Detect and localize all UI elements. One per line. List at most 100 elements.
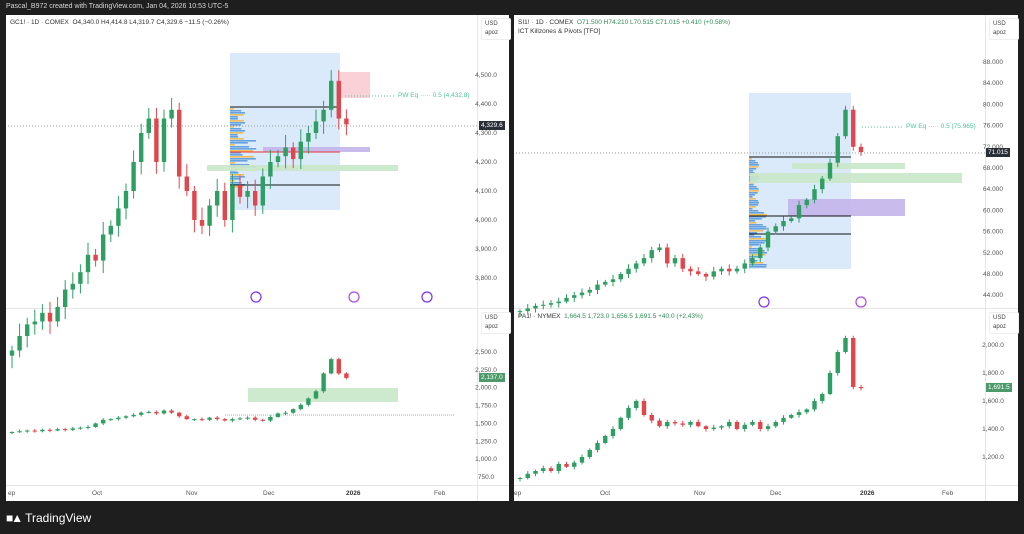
pane-divider[interactable]: [514, 308, 1018, 309]
candle-body: [93, 254, 98, 261]
ohlc-values: O71.500 H74.210 L70.515 C71.015 +0.410 (…: [576, 19, 731, 26]
volume-profile-bar: [749, 226, 767, 228]
volume-profile-bar: [230, 178, 241, 180]
price-tick-label: 80.000: [983, 101, 1003, 108]
candle-body: [260, 176, 265, 206]
currency-button[interactable]: USD apoz: [989, 312, 1019, 334]
candle-body: [727, 268, 732, 272]
symbol-label[interactable]: SI1! · 1D · COMEX: [518, 19, 574, 26]
candle-body: [215, 417, 220, 420]
currency-button[interactable]: USD apoz: [481, 18, 511, 40]
candle-body: [245, 417, 250, 419]
candle-body: [291, 409, 296, 413]
symbol-label[interactable]: PA1! · NYMEX: [518, 313, 561, 320]
candle-body: [665, 247, 670, 264]
candle-body: [146, 411, 151, 413]
volume-profile-bar: [749, 212, 765, 214]
candle-body: [672, 258, 678, 264]
candle-body: [313, 391, 319, 399]
price-tick-label: 1,800.0: [982, 370, 1004, 377]
candle-body: [533, 305, 538, 309]
candle-body: [161, 410, 167, 414]
volume-profile-bar: [230, 152, 241, 154]
volume-profile-bar: [230, 156, 254, 158]
candle-body: [177, 412, 182, 417]
time-axis-divider: [6, 485, 509, 486]
currency-button[interactable]: USD apoz: [481, 312, 511, 334]
tradingview-logo-icon: ■▲: [6, 511, 23, 525]
volume-profile-bar: [230, 158, 256, 160]
volume-profile-bar: [230, 176, 245, 178]
time-axis-label: Oct: [600, 490, 611, 497]
candle-body: [40, 429, 45, 432]
volume-profile-bar: [749, 168, 757, 170]
indicator-label[interactable]: ICT Killzones & Pivots [TFO]: [518, 28, 601, 35]
time-axis-label: Nov: [694, 490, 706, 497]
candle-body: [548, 468, 554, 471]
volume-profile-bar: [749, 224, 763, 226]
volume-profile-bar: [749, 216, 767, 218]
candle-body: [291, 147, 296, 160]
pane-divider[interactable]: [6, 308, 509, 309]
candle-body: [237, 418, 243, 420]
tradingview-logo[interactable]: ■▲ TradingView: [6, 511, 91, 525]
volume-profile-bar: [230, 118, 238, 120]
volume-profile-bar: [749, 208, 753, 210]
price-tick-label: 2,000.0: [475, 385, 497, 392]
candle-body: [101, 419, 106, 424]
fvg-box: [207, 165, 398, 171]
volume-profile-bar: [749, 198, 756, 200]
candle-body: [199, 220, 205, 226]
volume-profile-bar: [749, 252, 767, 254]
economic-event-icon[interactable]: [348, 291, 360, 303]
candle-body: [672, 422, 678, 424]
candle-body: [298, 141, 303, 160]
volume-profile-bar: [749, 222, 757, 224]
price-tick-label: 56.000: [983, 229, 1003, 236]
volume-profile-bar: [749, 254, 766, 256]
symbol-label[interactable]: GC1! · 1D · COMEX: [10, 19, 69, 26]
candle-body: [32, 321, 37, 325]
price-tick-label: 2,000.0: [982, 342, 1004, 349]
candle-body: [78, 427, 83, 429]
candle-body: [812, 401, 817, 410]
volume-profile-bar: [230, 148, 257, 150]
palladium-legend: PA1! · NYMEX 1,664.5 1,723.0 1,656.5 1,6…: [518, 313, 703, 320]
volume-profile-bar: [749, 166, 759, 168]
currency-button[interactable]: USD apoz: [989, 18, 1019, 40]
candle-body: [230, 419, 235, 421]
volume-profile-bar: [230, 186, 244, 188]
candle-body: [169, 109, 174, 119]
candle-body: [703, 274, 709, 277]
price-axis-divider: [985, 15, 986, 501]
candle-body: [184, 416, 189, 420]
candle-body: [742, 263, 747, 269]
candle-body: [618, 274, 623, 280]
candle-body: [626, 408, 631, 418]
candle-body: [680, 423, 685, 425]
dividend-event-icon[interactable]: [250, 291, 262, 303]
candle-body: [116, 208, 121, 226]
candle-body: [835, 352, 840, 373]
volume-profile-bar: [749, 236, 762, 238]
candle-body: [773, 226, 778, 232]
candle-body: [626, 268, 631, 274]
range-box: [230, 53, 340, 210]
economic-event-icon[interactable]: [855, 296, 867, 308]
price-tick-label: 1,600.0: [982, 398, 1004, 405]
price-tick-label: 3,800.0: [475, 275, 497, 282]
volume-profile-bar: [749, 158, 752, 160]
time-axis-label: Feb: [942, 490, 954, 497]
volume-profile-bar: [749, 210, 759, 212]
volume-profile-bar: [749, 192, 758, 194]
time-axis-label: Dec: [770, 490, 782, 497]
candle-body: [703, 426, 709, 429]
dividend-event-icon[interactable]: [758, 296, 770, 308]
volume-profile-bar: [230, 124, 242, 126]
candle-body: [851, 109, 856, 147]
dividend-event-icon[interactable]: [421, 291, 433, 303]
pw-eq-label: PW Eq ····· 0.5 (4,432.8): [398, 92, 470, 99]
price-tick-label: 3,900.0: [475, 246, 497, 253]
candle-body: [268, 162, 273, 177]
